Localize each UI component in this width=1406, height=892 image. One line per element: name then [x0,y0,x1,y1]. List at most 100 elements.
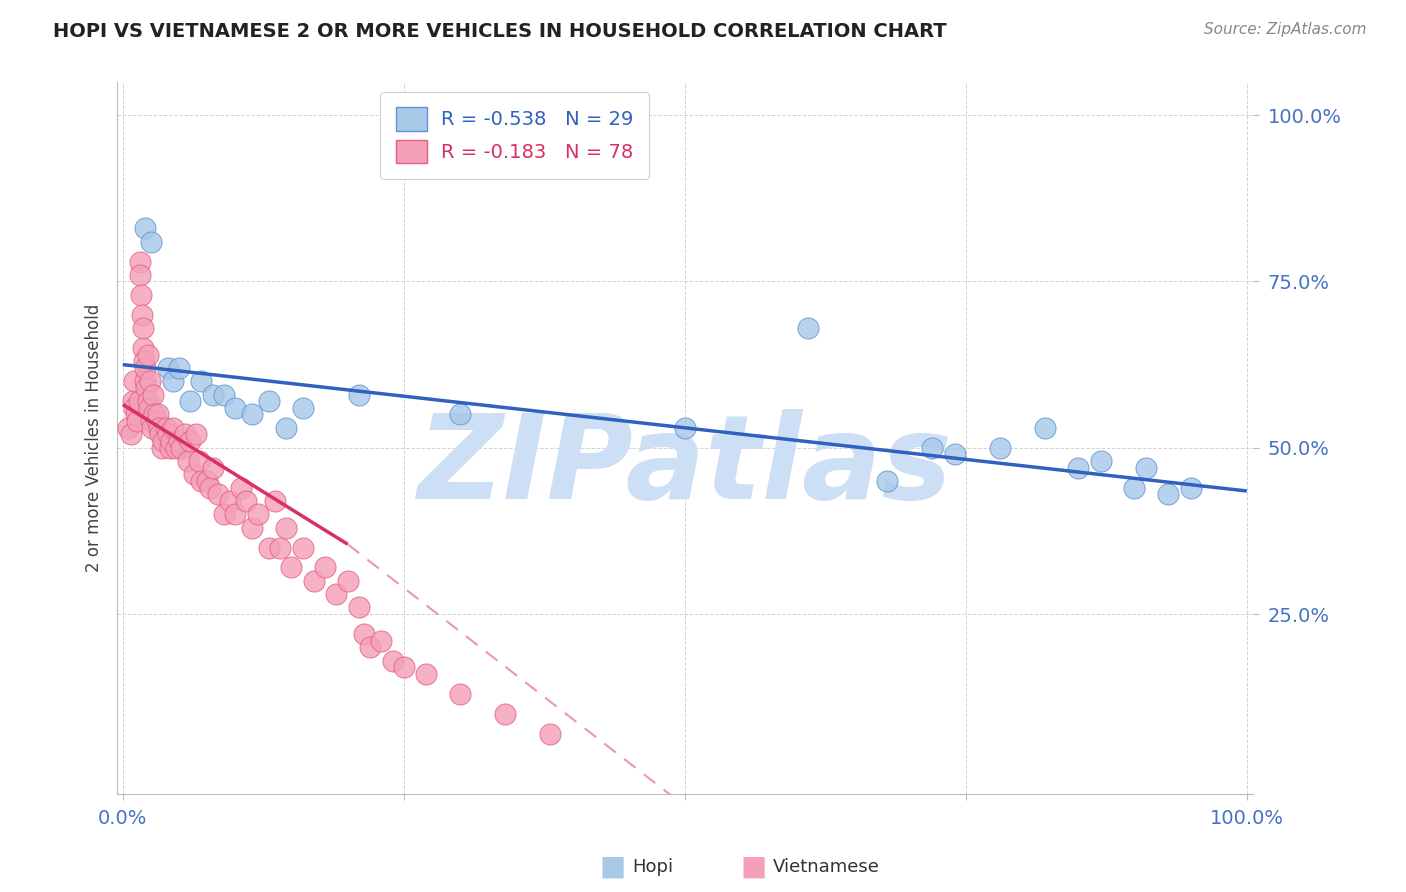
Point [359,640,381,655]
Point [142,387,165,401]
Point [128,268,150,282]
Point [392,660,415,674]
Point [538,727,561,741]
Point [1180,481,1202,495]
Legend: R = -0.538   N = 29, R = -0.183   N = 78: R = -0.538 N = 29, R = -0.183 N = 78 [381,92,648,179]
Point [325,587,347,601]
Point [167,434,190,449]
Point [132,341,155,355]
Point [165,441,187,455]
Point [240,520,263,534]
Text: ■: ■ [740,853,766,881]
Point [135,381,157,395]
Point [1067,460,1090,475]
Point [229,481,252,495]
Point [314,560,336,574]
Point [167,360,190,375]
Point [876,474,898,488]
Point [120,427,142,442]
Point [415,667,437,681]
Point [353,627,375,641]
Point [1090,454,1112,468]
Point [170,441,193,455]
Point [131,308,153,322]
Point [134,374,156,388]
Point [240,408,263,422]
Point [128,254,150,268]
Point [155,421,177,435]
Point [138,401,160,415]
Point [150,441,173,455]
Point [257,541,280,555]
Point [212,387,235,401]
Point [136,348,159,362]
Point [145,414,167,428]
Point [146,408,169,422]
Point [143,408,166,422]
Point [179,394,201,409]
Text: Vietnamese: Vietnamese [773,858,880,876]
Point [179,434,201,449]
Point [122,401,145,415]
Point [336,574,359,588]
Point [127,414,149,428]
Point [257,394,280,409]
Point [136,394,159,409]
Text: Hopi: Hopi [633,858,673,876]
Point [139,414,162,428]
Point [302,574,325,588]
Point [177,454,200,468]
Point [156,427,179,442]
Point [673,421,696,435]
Point [224,508,246,522]
Point [184,427,207,442]
Point [347,600,370,615]
Point [200,481,222,495]
Point [212,508,235,522]
Point [122,394,145,409]
Point [370,633,392,648]
Point [152,434,174,449]
Point [148,421,170,435]
Point [921,441,943,455]
Point [291,541,314,555]
Point [190,474,212,488]
Point [797,321,820,335]
Point [1033,421,1056,435]
Point [263,494,285,508]
Point [132,321,155,335]
Point [269,541,291,555]
Point [160,434,183,449]
Point [128,394,150,409]
Point [188,454,211,468]
Point [139,235,162,249]
Point [125,408,148,422]
Point [943,447,966,461]
Point [246,508,269,522]
Point [449,408,471,422]
Point [134,360,156,375]
Point [207,487,229,501]
Point [141,421,163,435]
Point [1135,460,1157,475]
Point [134,354,156,368]
Point [235,494,257,508]
Text: Source: ZipAtlas.com: Source: ZipAtlas.com [1204,22,1367,37]
Point [156,360,179,375]
Point [190,374,212,388]
Point [122,374,145,388]
Y-axis label: 2 or more Vehicles in Household: 2 or more Vehicles in Household [86,303,103,572]
Point [201,460,224,475]
Point [162,421,184,435]
Point [195,474,218,488]
Point [1123,481,1146,495]
Point [280,560,302,574]
Point [274,421,297,435]
Point [162,374,184,388]
Point [1157,487,1180,501]
Point [117,421,139,435]
Point [449,687,471,701]
Text: ZIPatlas: ZIPatlas [418,409,952,524]
Point [159,441,181,455]
Text: HOPI VS VIETNAMESE 2 OR MORE VEHICLES IN HOUSEHOLD CORRELATION CHART: HOPI VS VIETNAMESE 2 OR MORE VEHICLES IN… [53,22,948,41]
